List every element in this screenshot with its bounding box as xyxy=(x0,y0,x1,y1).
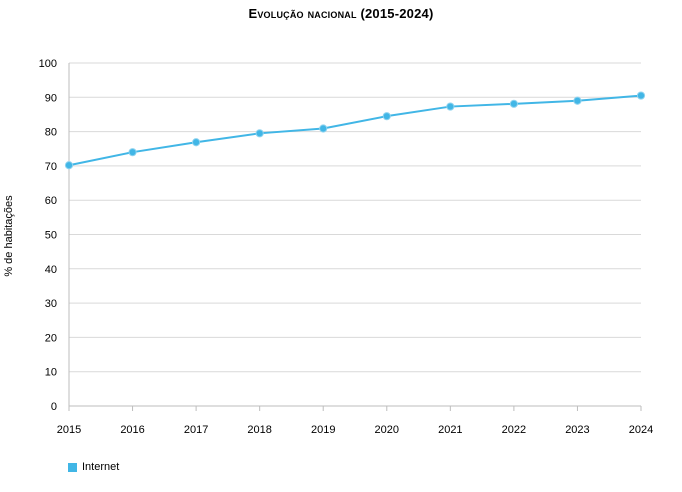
data-point-2019[interactable] xyxy=(319,124,328,133)
legend-label-internet: Internet xyxy=(82,461,120,473)
y-tick-label-20: 20 xyxy=(45,332,57,344)
data-point-2018[interactable] xyxy=(255,129,264,138)
chart-title: Evolução nacional (2015-2024) xyxy=(248,6,434,21)
x-tick-label-2016: 2016 xyxy=(120,424,144,436)
y-tick-label-80: 80 xyxy=(45,127,57,139)
y-tick-label-50: 50 xyxy=(45,230,57,242)
x-tick-label-2019: 2019 xyxy=(311,424,335,436)
data-point-2024[interactable] xyxy=(636,91,646,100)
data-point-2020[interactable] xyxy=(382,112,391,121)
y-axis-title: % de habitações xyxy=(3,195,15,277)
x-tick-label-2018: 2018 xyxy=(247,424,271,436)
x-tick-label-2023: 2023 xyxy=(565,424,589,436)
x-tick-label-2017: 2017 xyxy=(184,424,208,436)
y-tick-label-90: 90 xyxy=(45,92,57,104)
y-tick-label-70: 70 xyxy=(45,161,57,173)
data-point-2016[interactable] xyxy=(128,148,137,157)
x-tick-label-2020: 2020 xyxy=(375,424,399,436)
legend-swatch-internet xyxy=(68,462,77,472)
data-point-2017[interactable] xyxy=(192,138,201,147)
x-tick-label-2021: 2021 xyxy=(438,424,462,436)
x-axis-ticks: 2015 2016 2017 2018 2019 2020 2021 2022 2023 2024 xyxy=(57,406,653,436)
data-point-2015[interactable] xyxy=(64,161,74,170)
x-tick-label-2015: 2015 xyxy=(57,424,81,436)
x-tick-label-2022: 2022 xyxy=(502,424,526,436)
x-tick-label-2024: 2024 xyxy=(629,424,653,436)
axes xyxy=(68,63,641,407)
data-point-2023[interactable] xyxy=(573,96,582,105)
y-tick-label-100: 100 xyxy=(39,58,57,70)
y-tick-label-30: 30 xyxy=(45,298,57,310)
y-tick-label-0: 0 xyxy=(51,401,57,413)
series-line-internet xyxy=(68,94,642,167)
gridlines xyxy=(69,62,641,373)
y-tick-label-60: 60 xyxy=(45,195,57,207)
y-tick-label-40: 40 xyxy=(45,264,57,276)
data-point-2022[interactable] xyxy=(509,99,518,108)
legend: Internet xyxy=(68,461,119,473)
data-point-2021[interactable] xyxy=(446,102,455,111)
series-group xyxy=(64,91,646,170)
y-tick-label-10: 10 xyxy=(45,367,57,379)
y-axis-ticks: 0 10 20 30 40 50 60 70 80 90 100 xyxy=(39,58,57,413)
